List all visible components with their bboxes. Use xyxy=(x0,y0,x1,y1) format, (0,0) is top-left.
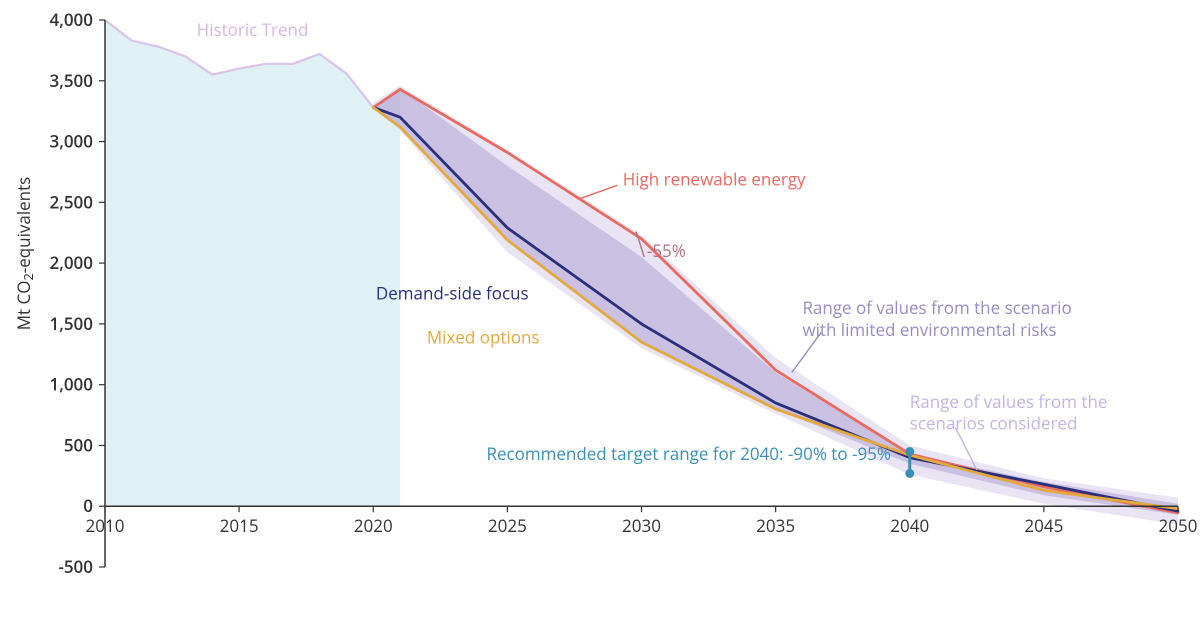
chart-label: Historic Trend xyxy=(197,18,309,41)
y-tick-label: 2,000 xyxy=(49,251,93,274)
x-tick-label: 2030 xyxy=(622,514,661,537)
y-tick-label: -500 xyxy=(58,555,93,578)
y-tick-label: 500 xyxy=(64,433,93,456)
chart-svg: -50005001,0001,5002,0002,5003,0003,5004,… xyxy=(0,0,1200,637)
y-tick-label: 2,500 xyxy=(49,190,93,213)
y-tick-label: 3,500 xyxy=(49,69,93,92)
y-tick-label: 1,000 xyxy=(49,373,93,396)
x-tick-label: 2020 xyxy=(354,514,393,537)
chart-label: scenarios considered xyxy=(910,412,1078,435)
y-tick-label: 3,000 xyxy=(49,130,93,153)
y-axis-label: Mt CO2-equivalents xyxy=(12,177,37,331)
x-tick-label: 2035 xyxy=(756,514,795,537)
x-tick-label: 2045 xyxy=(1024,514,1063,537)
emissions-scenarios-chart: -50005001,0001,5002,0002,5003,0003,5004,… xyxy=(0,0,1200,637)
chart-label: Range of values from the scenario xyxy=(802,296,1071,319)
chart-label: Range of values from the xyxy=(910,390,1108,413)
chart-label: Recommended target range for 2040: -90% … xyxy=(487,442,891,465)
chart-label: -55% xyxy=(647,239,686,262)
x-tick-label: 2025 xyxy=(488,514,527,537)
x-tick-label: 2050 xyxy=(1159,514,1198,537)
x-tick-label: 2010 xyxy=(86,514,125,537)
chart-label: Mixed options xyxy=(427,325,540,348)
historic-area xyxy=(105,20,400,506)
chart-label: Demand-side focus xyxy=(376,282,529,305)
target-range-dot-hi xyxy=(905,447,914,456)
chart-label: with limited environmental risks xyxy=(802,318,1056,341)
y-tick-label: 4,000 xyxy=(49,8,93,31)
target-range-dot-lo xyxy=(905,469,914,478)
x-tick-label: 2040 xyxy=(890,514,929,537)
chart-label: High renewable energy xyxy=(623,167,806,190)
x-tick-label: 2015 xyxy=(220,514,259,537)
y-tick-label: 1,500 xyxy=(49,312,93,335)
